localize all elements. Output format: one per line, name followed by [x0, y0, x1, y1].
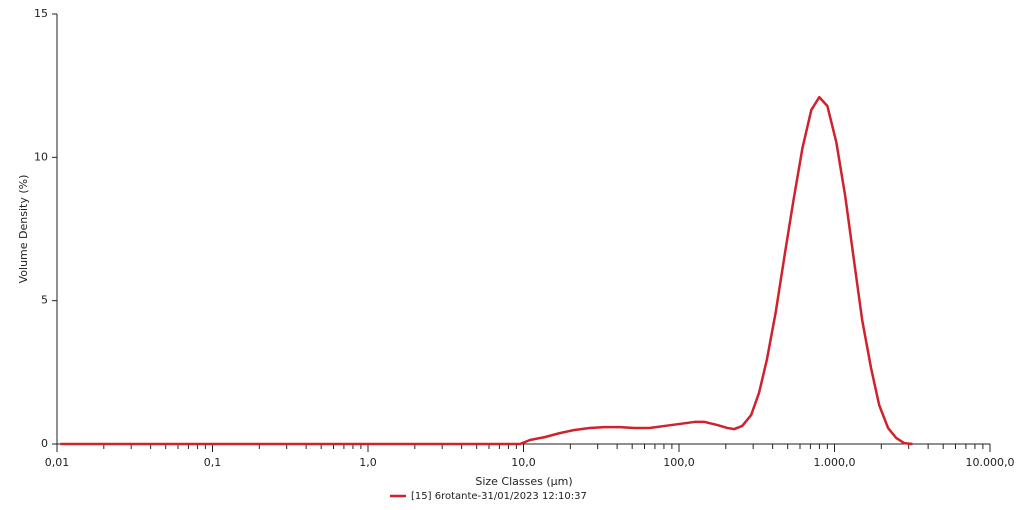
y-tick-label: 15: [34, 7, 48, 20]
legend-label: [15] 6rotante-31/01/2023 12:10:37: [411, 491, 587, 502]
x-axis-label: Size Classes (µm): [475, 475, 572, 488]
x-tick-label: 1.000,0: [814, 456, 856, 469]
x-tick-label: 0,01: [45, 456, 70, 469]
x-tick-label: 100,0: [663, 456, 695, 469]
x-tick-label: 10.000,0: [966, 456, 1015, 469]
data-line: [60, 95, 913, 446]
x-tick-label: 10,0: [511, 456, 536, 469]
y-tick-label: 5: [41, 294, 48, 307]
x-tick-label: 0,1: [204, 456, 222, 469]
x-tick-label: 1,0: [359, 456, 377, 469]
y-axis-label: Volume Density (%): [17, 175, 30, 284]
y-tick-label: 10: [34, 150, 48, 163]
y-tick-label: 0: [41, 437, 48, 450]
